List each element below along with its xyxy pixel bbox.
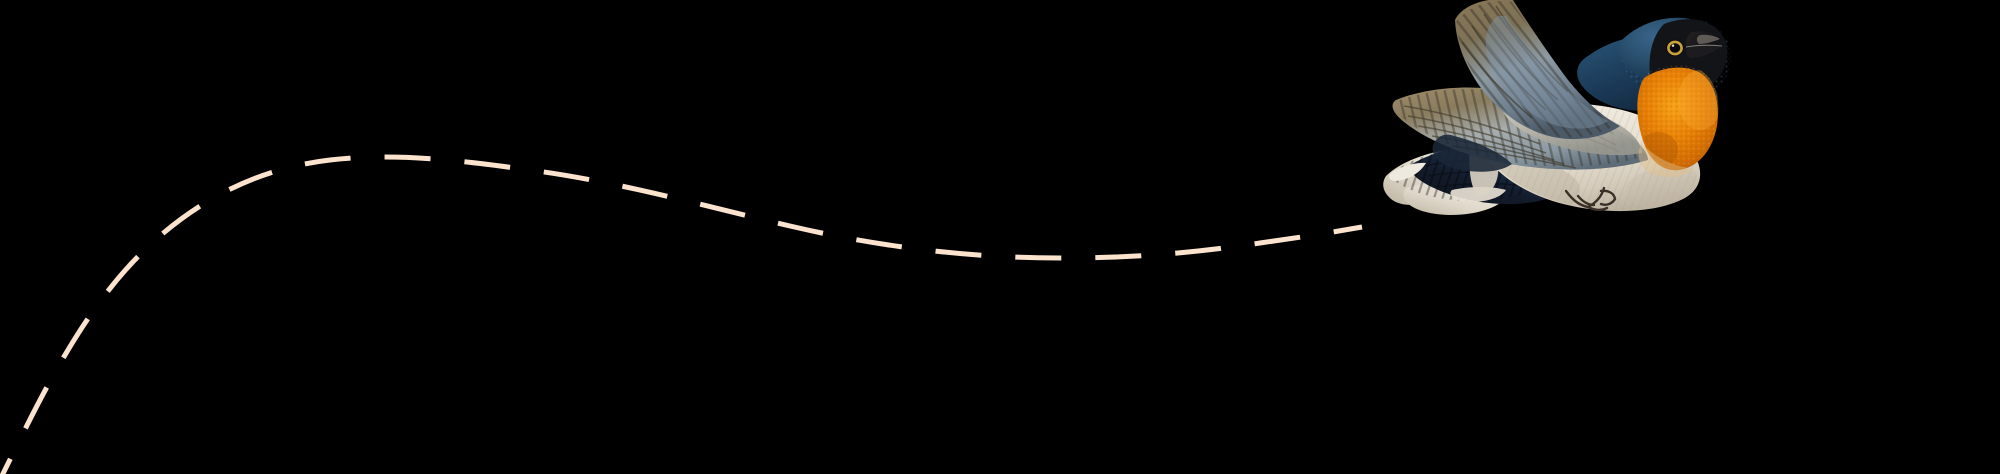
bird-group <box>1383 0 1732 215</box>
beak-lower <box>1686 43 1720 58</box>
bird-eye <box>1666 39 1684 57</box>
throat-belly-blend <box>1638 144 1694 178</box>
bird-feet <box>1564 186 1617 211</box>
upper-wing-feather-lines <box>1461 5 1569 119</box>
bird-throat-patch <box>1637 65 1719 178</box>
tail-white-tip <box>1389 162 1426 181</box>
bird-beak <box>1685 31 1723 58</box>
beak-gape-line <box>1685 44 1723 48</box>
wing-root-shadow <box>1432 134 1512 172</box>
beak-highlight <box>1696 34 1720 44</box>
flight-trail-dashed-path <box>0 154 1363 474</box>
upper-wing-blue-vanes <box>1485 16 1608 129</box>
